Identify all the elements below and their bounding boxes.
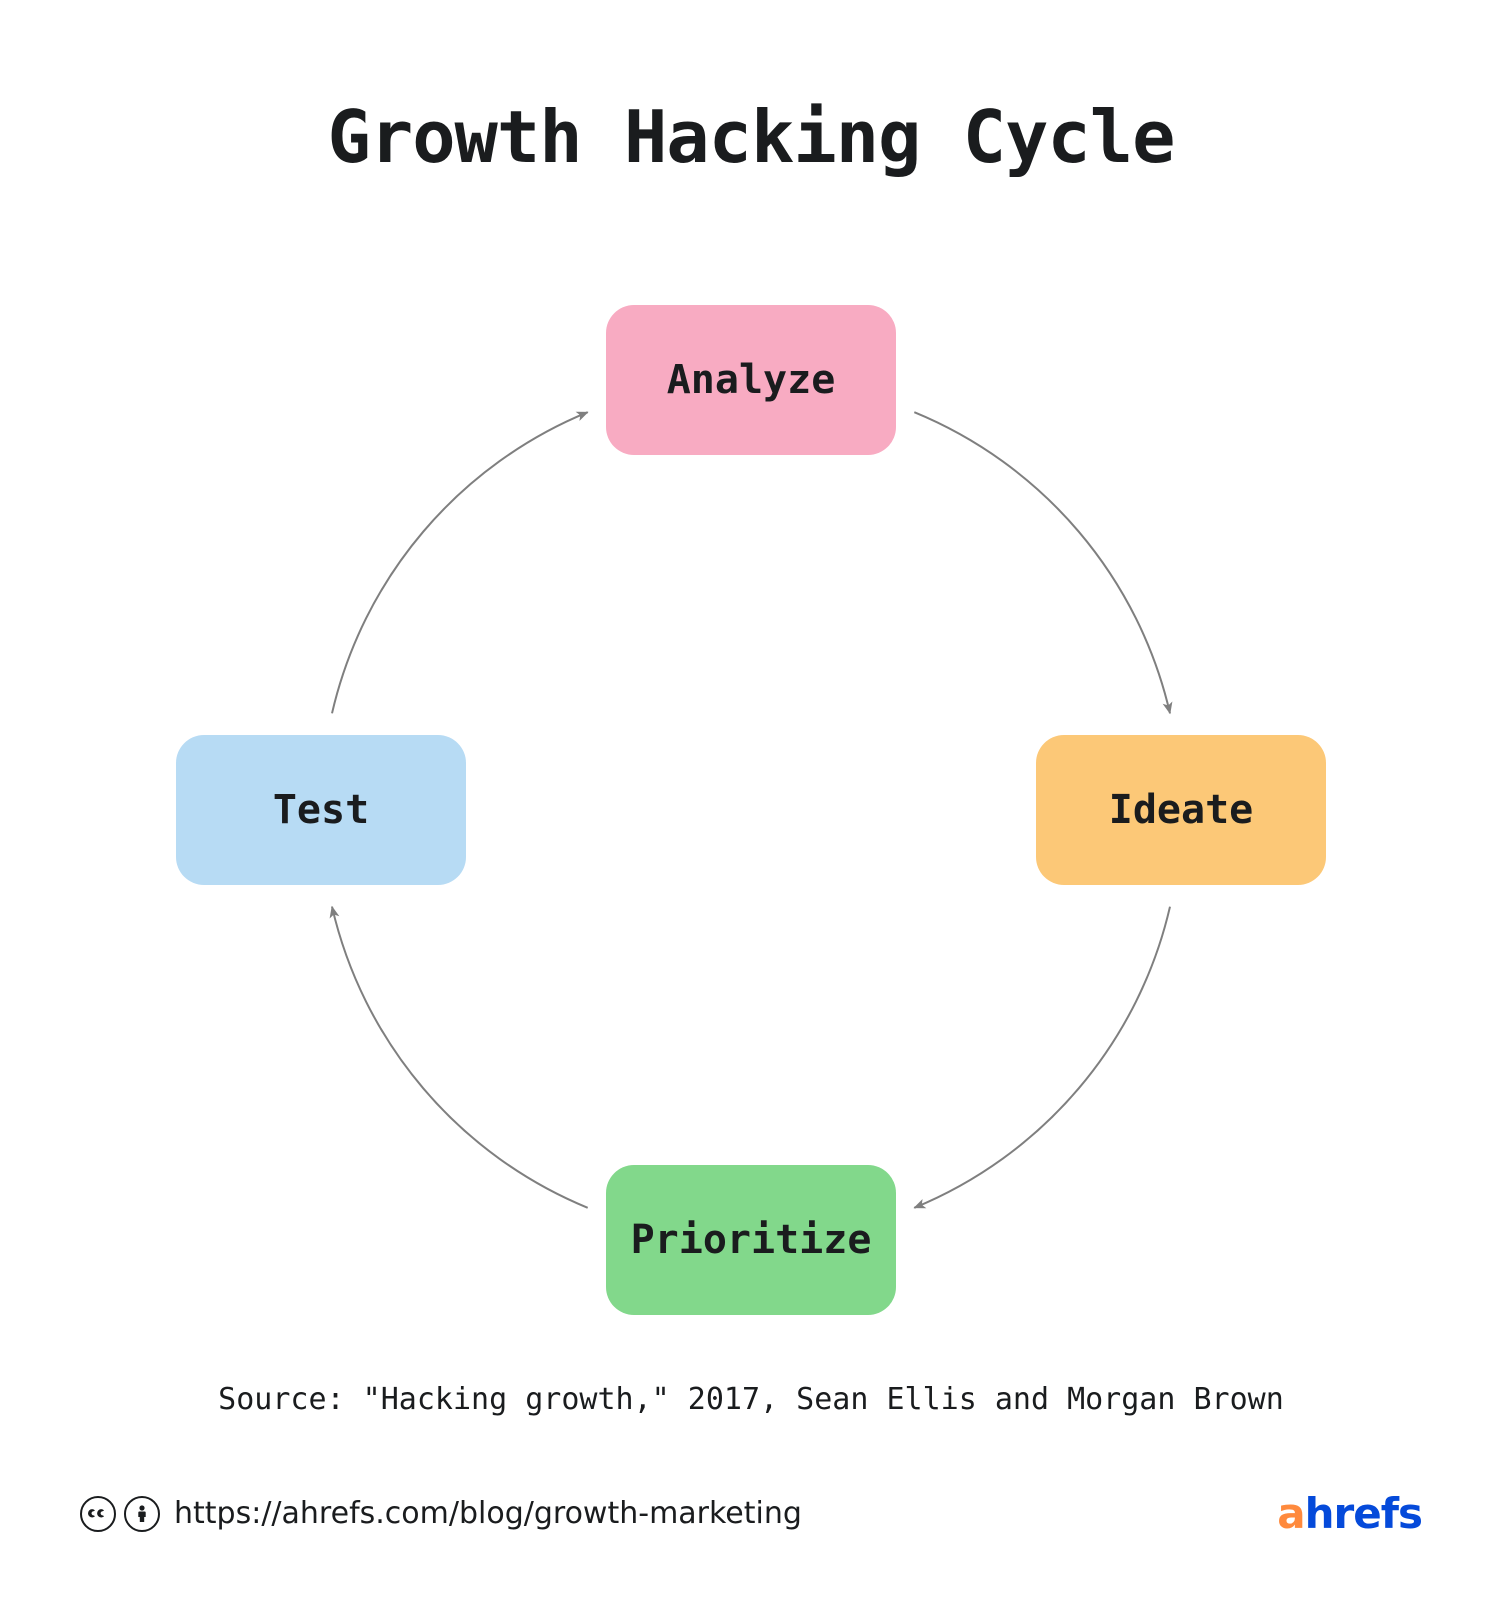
- footer-url: https://ahrefs.com/blog/growth-marketing: [174, 1496, 802, 1531]
- cycle-arc-ideate-to-prioritize: [914, 907, 1170, 1208]
- cycle-node-analyze: Analyze: [606, 305, 896, 455]
- by-icon: [124, 1496, 160, 1532]
- license-icons: [80, 1496, 160, 1532]
- cycle-arc-test-to-analyze: [332, 412, 588, 713]
- cycle-node-test: Test: [176, 735, 466, 885]
- cycle-arc-analyze-to-ideate: [914, 412, 1170, 713]
- cycle-node-ideate: Ideate: [1036, 735, 1326, 885]
- brand-a: a: [1277, 1489, 1304, 1538]
- brand-rest: hrefs: [1305, 1489, 1422, 1538]
- source-citation: Source: "Hacking growth," 2017, Sean Ell…: [0, 1382, 1502, 1417]
- diagram-canvas: Growth Hacking Cycle Analyze Ideate Priori…: [0, 0, 1502, 1600]
- diagram-title: Growth Hacking Cycle: [0, 95, 1502, 179]
- footer-left: https://ahrefs.com/blog/growth-marketing: [80, 1496, 802, 1532]
- footer: https://ahrefs.com/blog/growth-marketing…: [80, 1489, 1422, 1538]
- cycle-arc-prioritize-to-test: [332, 907, 588, 1208]
- cc-icon: [80, 1496, 116, 1532]
- cycle-node-prioritize: Prioritize: [606, 1165, 896, 1315]
- brand-logo: ahrefs: [1277, 1489, 1422, 1538]
